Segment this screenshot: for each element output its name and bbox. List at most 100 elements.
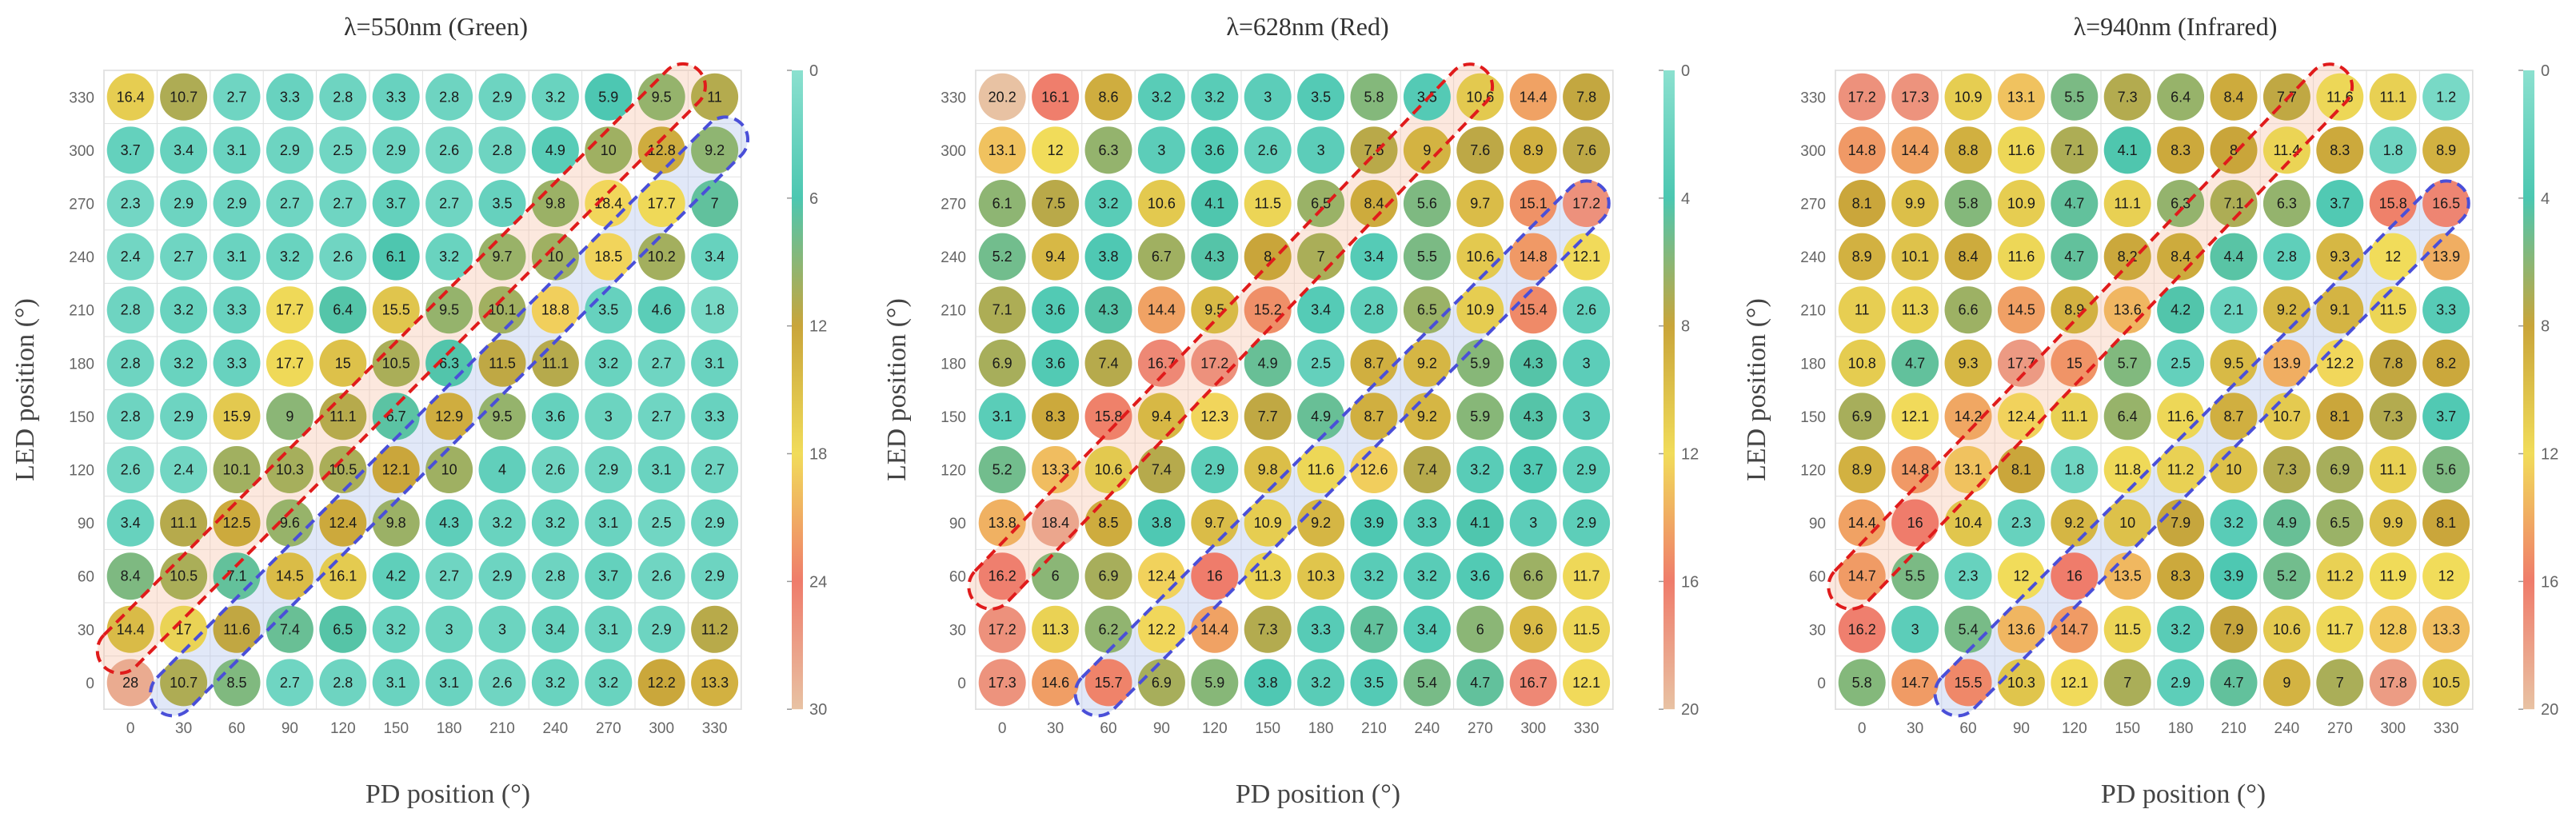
cell-value-label: 2.9	[492, 568, 512, 584]
heatmap-cell	[213, 446, 261, 493]
cell-value-label: 9.9	[1905, 196, 1925, 212]
cell-value-label: 3.1	[598, 515, 618, 531]
cell-value-label: 4.7	[2223, 675, 2243, 691]
heatmap-cell	[2262, 499, 2310, 547]
heatmap-cell	[213, 499, 261, 547]
heatmap-cell	[2316, 126, 2364, 174]
heatmap-cell	[213, 605, 261, 653]
cell-value-label: 14.5	[276, 568, 304, 584]
heatmap-cell	[266, 552, 314, 600]
cell-value-label: 10.4	[1954, 515, 1982, 531]
cell-value-label: 11.2	[2167, 462, 2195, 478]
cell-value-label: 5.5	[1417, 249, 1437, 265]
heatmap-cell	[2051, 180, 2099, 227]
cell-value-label: 2.8	[439, 89, 459, 105]
heatmap-cell	[585, 552, 633, 600]
cell-value-label: 4.9	[1258, 355, 1278, 371]
cell-value-label: 7.3	[1258, 621, 1278, 637]
heatmap-cell	[2369, 126, 2417, 174]
heatmap-cell	[106, 605, 154, 653]
x-tick-label: 150	[1255, 720, 1280, 737]
heatmap-cell	[531, 659, 579, 707]
cell-value-label: 11.3	[1042, 621, 1069, 637]
heatmap-cell	[2051, 446, 2099, 493]
chart-title: λ=550nm (Green)	[344, 12, 528, 41]
heatmap-cell	[1563, 339, 1611, 387]
colorbar-tick-label: 0	[2541, 62, 2550, 80]
cell-value-label: 10.6	[1148, 196, 1176, 212]
cell-value-label: 17.2	[1848, 89, 1876, 105]
cell-value-label: 3.1	[226, 249, 246, 265]
cell-value-label: 2.8	[492, 142, 512, 158]
heatmap-cell	[425, 126, 473, 174]
heatmap-cell	[2262, 605, 2310, 653]
heatmap-cell	[266, 180, 314, 227]
highlight-band-red	[1827, 62, 2354, 611]
cell-value-label: 2.3	[1958, 568, 1978, 584]
heatmap-cell	[319, 393, 367, 440]
cell-value-label: 13.5	[2114, 568, 2142, 584]
highlight-band-blue	[149, 115, 750, 718]
heatmap-cell	[1891, 605, 1939, 653]
heatmap-cell	[1191, 286, 1239, 334]
heatmap-cell	[425, 659, 473, 707]
heatmap-cell	[1137, 339, 1185, 387]
cell-value-label: 7.1	[992, 302, 1012, 318]
heatmap-cell	[160, 659, 208, 707]
heatmap-cell	[1350, 286, 1398, 334]
heatmap-cell	[585, 605, 633, 653]
cell-value-label: 13.3	[1041, 462, 1069, 478]
cell-value-label: 14.4	[117, 621, 145, 637]
cell-value-label: 12.4	[2007, 408, 2035, 424]
y-tick-label: 60	[78, 569, 94, 586]
heatmap-cell	[319, 499, 367, 547]
y-tick-label: 270	[941, 197, 966, 213]
cell-value-label: 16.4	[117, 89, 145, 105]
cell-value-label: 3.1	[439, 675, 459, 691]
cell-value-label: 2.9	[705, 515, 725, 531]
heatmap-cell	[978, 339, 1026, 387]
heatmap-cell	[2316, 446, 2364, 493]
heatmap-cell	[1838, 393, 1886, 440]
cell-value-label: 3.4	[1417, 621, 1437, 637]
heatmap-cell	[691, 499, 739, 547]
cell-value-label: 6.1	[386, 249, 406, 265]
heatmap-cell	[2316, 233, 2364, 281]
heatmap-cell	[319, 286, 367, 334]
cell-value-label: 11.6	[1308, 462, 1335, 478]
cell-value-label: 9.7	[492, 249, 512, 265]
cell-value-label: 2.3	[2011, 515, 2031, 531]
heatmap-cell	[2051, 126, 2099, 174]
colorbar-tick-label: 8	[2541, 318, 2550, 336]
cell-value-label: 13.6	[2007, 621, 2035, 637]
x-tick-label: 180	[1308, 720, 1334, 737]
heatmap-cell	[1891, 73, 1939, 121]
colorbar-tick-label: 12	[2541, 446, 2558, 464]
heatmap-cell	[2316, 659, 2364, 707]
heatmap-cell	[978, 180, 1026, 227]
heatmap-cell	[1456, 393, 1504, 440]
heatmap-cell	[1191, 233, 1239, 281]
cell-value-label: 2.7	[705, 462, 725, 478]
y-tick-label: 60	[1809, 569, 1826, 586]
heatmap-cell	[1509, 233, 1557, 281]
heatmap-cell	[372, 126, 420, 174]
heatmap-cell	[1838, 73, 1886, 121]
cell-value-label: 10.3	[2007, 675, 2035, 691]
cell-value-label: 3.2	[1311, 675, 1331, 691]
colorbar-tick-label: 4	[1681, 190, 1690, 208]
heatmap-cell	[1563, 659, 1611, 707]
cell-value-label: 4.7	[1364, 621, 1384, 637]
cell-value-label: 9.5	[2223, 355, 2243, 371]
colorbar-tick-label: 30	[809, 701, 827, 719]
cell-value-label: 15.2	[1254, 302, 1282, 318]
heatmap-cell	[1891, 286, 1939, 334]
cell-value-label: 12.2	[648, 675, 676, 691]
heatmap-cell	[978, 233, 1026, 281]
cell-value-label: 7.7	[1258, 408, 1278, 424]
heatmap-cell	[1350, 552, 1398, 600]
highlight-band-blue	[1073, 179, 1611, 718]
cell-value-label: 6.3	[2277, 196, 2297, 212]
heatmap-cell	[319, 659, 367, 707]
cell-value-label: 2.7	[652, 355, 672, 371]
